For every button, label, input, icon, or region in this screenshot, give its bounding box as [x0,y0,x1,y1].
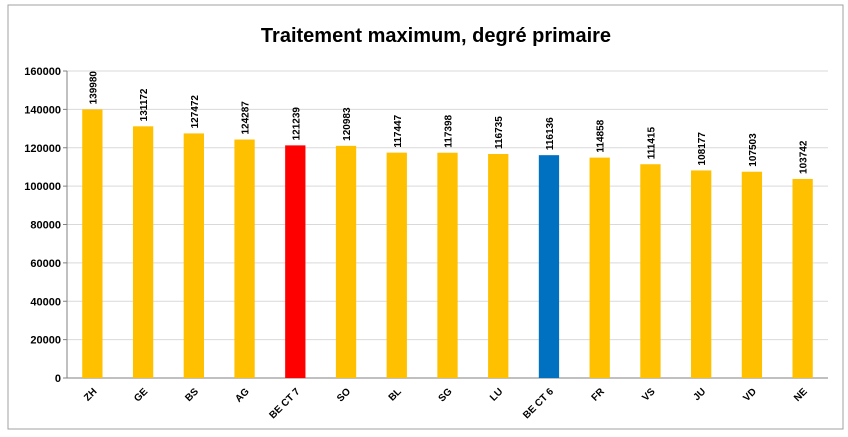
data-label: 127472 [190,95,201,129]
bar [285,145,306,378]
bar [792,178,813,378]
chart-title: Traitement maximum, degré primaire [261,25,611,47]
y-tick-label: 0 [55,373,61,385]
data-label: 108177 [697,132,708,166]
bar [741,171,763,378]
bar [234,139,255,378]
bar [82,109,103,378]
data-label: 111415 [646,127,657,160]
y-tick-label: 60000 [30,258,61,270]
bar [335,145,357,378]
bar [691,170,712,378]
y-tick-label: 120000 [24,143,61,155]
data-label: 114858 [596,119,607,152]
bar [183,133,204,378]
y-tick-label: 80000 [30,220,61,232]
data-label: 124287 [241,101,252,135]
data-label: 116735 [494,116,505,149]
data-label: 139980 [88,71,99,105]
y-tick-label: 100000 [24,181,61,193]
bar [640,164,661,378]
data-label: 116136 [545,117,556,150]
bar [437,152,458,378]
data-label: 121239 [291,107,302,141]
data-label: 107503 [748,133,759,167]
y-tick-label: 140000 [24,104,61,116]
data-label: 120983 [342,107,353,141]
data-label: 103742 [799,140,810,174]
bar [589,157,610,378]
data-label: 131172 [139,88,150,121]
y-tick-label: 20000 [30,335,61,347]
bar [132,126,154,379]
data-label: 117398 [444,114,455,147]
y-tick-label: 40000 [30,296,61,308]
y-tick-label: 160000 [24,66,61,78]
data-label: 117447 [393,114,404,147]
bar [538,155,560,378]
bar [386,152,407,378]
bar [488,154,509,378]
